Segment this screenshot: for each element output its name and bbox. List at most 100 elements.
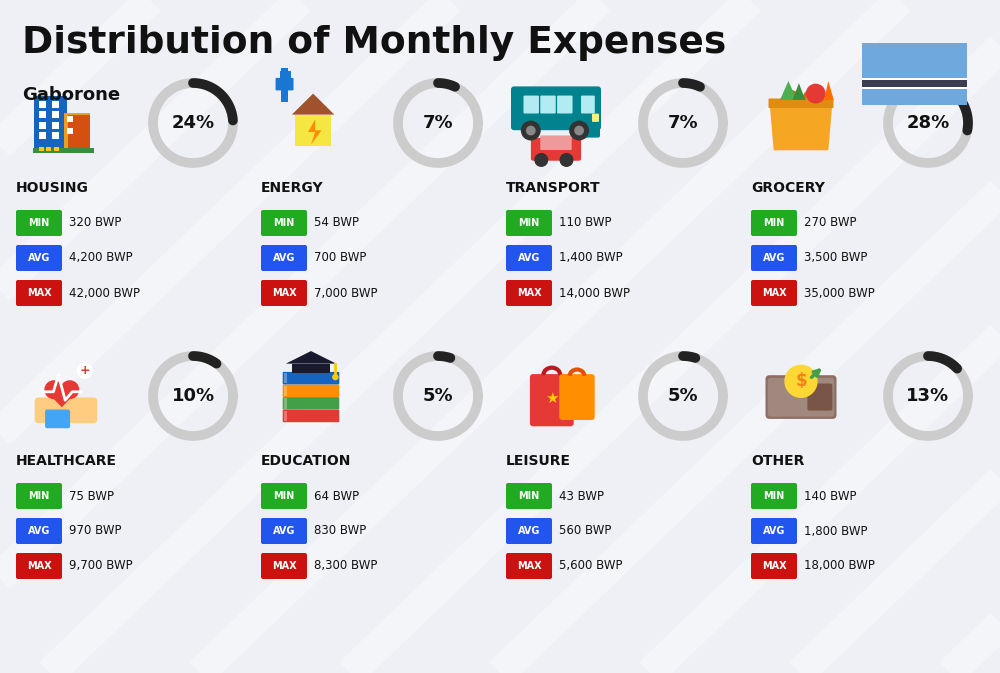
FancyBboxPatch shape (283, 372, 339, 384)
FancyBboxPatch shape (280, 71, 283, 79)
Text: 7%: 7% (423, 114, 453, 132)
Text: AVG: AVG (273, 253, 295, 263)
Text: 5,600 BWP: 5,600 BWP (559, 559, 622, 573)
Polygon shape (286, 351, 336, 363)
FancyBboxPatch shape (64, 112, 90, 150)
FancyBboxPatch shape (284, 386, 287, 396)
Text: 270 BWP: 270 BWP (804, 217, 856, 229)
FancyBboxPatch shape (16, 518, 62, 544)
FancyBboxPatch shape (34, 96, 67, 150)
Text: MAX: MAX (272, 288, 296, 298)
Text: MIN: MIN (28, 491, 50, 501)
Text: 560 BWP: 560 BWP (559, 524, 611, 538)
Polygon shape (769, 102, 832, 150)
FancyBboxPatch shape (261, 483, 307, 509)
Text: 830 BWP: 830 BWP (314, 524, 366, 538)
Text: 1,400 BWP: 1,400 BWP (559, 252, 623, 264)
FancyBboxPatch shape (530, 374, 574, 426)
Circle shape (77, 363, 92, 378)
Polygon shape (47, 392, 77, 407)
FancyBboxPatch shape (52, 111, 59, 118)
Text: AVG: AVG (273, 526, 295, 536)
Text: ★: ★ (545, 390, 559, 406)
FancyBboxPatch shape (261, 245, 307, 271)
Text: Gaborone: Gaborone (22, 86, 120, 104)
FancyBboxPatch shape (52, 100, 59, 108)
Text: HEALTHCARE: HEALTHCARE (16, 454, 117, 468)
Circle shape (61, 381, 79, 398)
FancyBboxPatch shape (39, 122, 46, 129)
Circle shape (806, 84, 825, 103)
Text: 10%: 10% (171, 387, 215, 405)
FancyBboxPatch shape (506, 280, 552, 306)
Text: +: + (80, 364, 90, 378)
Text: MAX: MAX (27, 288, 51, 298)
Text: LEISURE: LEISURE (506, 454, 571, 468)
FancyBboxPatch shape (261, 280, 307, 306)
FancyBboxPatch shape (16, 553, 62, 579)
FancyBboxPatch shape (16, 245, 62, 271)
Text: AVG: AVG (28, 253, 50, 263)
Text: Distribution of Monthly Expenses: Distribution of Monthly Expenses (22, 25, 726, 61)
FancyBboxPatch shape (862, 77, 967, 79)
Text: MIN: MIN (763, 218, 785, 228)
FancyBboxPatch shape (261, 553, 307, 579)
FancyBboxPatch shape (283, 397, 339, 410)
Text: HOUSING: HOUSING (16, 181, 89, 195)
FancyBboxPatch shape (751, 280, 797, 306)
FancyBboxPatch shape (577, 87, 600, 137)
Text: MAX: MAX (272, 561, 296, 571)
FancyBboxPatch shape (45, 410, 70, 428)
Text: AVG: AVG (28, 526, 50, 536)
FancyBboxPatch shape (54, 147, 59, 151)
FancyBboxPatch shape (261, 518, 307, 544)
FancyBboxPatch shape (284, 411, 287, 421)
Text: 13%: 13% (906, 387, 950, 405)
Text: TRANSPORT: TRANSPORT (506, 181, 601, 195)
Text: 140 BWP: 140 BWP (804, 489, 856, 503)
Text: GROCERY: GROCERY (751, 181, 825, 195)
Text: 700 BWP: 700 BWP (314, 252, 366, 264)
FancyBboxPatch shape (46, 147, 51, 151)
FancyBboxPatch shape (862, 87, 967, 90)
FancyBboxPatch shape (288, 71, 291, 79)
FancyBboxPatch shape (506, 483, 552, 509)
Polygon shape (824, 81, 834, 100)
FancyBboxPatch shape (506, 553, 552, 579)
Text: 54 BWP: 54 BWP (314, 217, 359, 229)
Text: 42,000 BWP: 42,000 BWP (69, 287, 140, 299)
Text: MIN: MIN (763, 491, 785, 501)
FancyBboxPatch shape (557, 96, 573, 114)
Text: 64 BWP: 64 BWP (314, 489, 359, 503)
Text: MAX: MAX (517, 561, 541, 571)
Polygon shape (308, 119, 322, 145)
Polygon shape (780, 81, 797, 100)
FancyBboxPatch shape (807, 384, 832, 411)
Text: MAX: MAX (762, 288, 786, 298)
Text: 35,000 BWP: 35,000 BWP (804, 287, 875, 299)
FancyBboxPatch shape (531, 138, 581, 161)
FancyBboxPatch shape (751, 553, 797, 579)
FancyBboxPatch shape (862, 79, 967, 87)
FancyBboxPatch shape (540, 135, 572, 150)
Text: MIN: MIN (28, 218, 50, 228)
FancyBboxPatch shape (276, 78, 294, 90)
FancyBboxPatch shape (16, 210, 62, 236)
Circle shape (535, 153, 548, 166)
FancyBboxPatch shape (261, 210, 307, 236)
FancyBboxPatch shape (295, 114, 331, 146)
FancyBboxPatch shape (506, 245, 552, 271)
Text: MAX: MAX (27, 561, 51, 571)
FancyBboxPatch shape (283, 384, 339, 397)
Text: 320 BWP: 320 BWP (69, 217, 121, 229)
Circle shape (527, 127, 535, 135)
Text: AVG: AVG (518, 253, 540, 263)
FancyBboxPatch shape (35, 398, 97, 423)
Text: 14,000 BWP: 14,000 BWP (559, 287, 630, 299)
FancyBboxPatch shape (581, 96, 595, 114)
FancyBboxPatch shape (768, 378, 834, 417)
FancyBboxPatch shape (559, 374, 595, 420)
Text: MAX: MAX (517, 288, 541, 298)
Text: MAX: MAX (762, 561, 786, 571)
FancyBboxPatch shape (284, 398, 287, 409)
